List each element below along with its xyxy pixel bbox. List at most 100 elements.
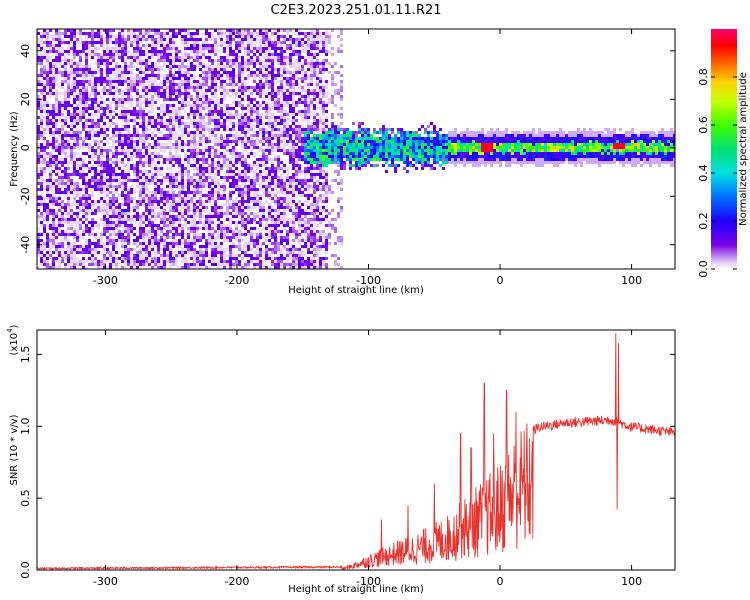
heatmap-cell bbox=[256, 194, 259, 197]
heatmap-cell bbox=[169, 65, 172, 68]
heatmap-cell bbox=[85, 56, 88, 59]
heatmap-cell bbox=[103, 143, 106, 146]
heatmap-cell bbox=[49, 161, 52, 164]
heatmap-cell bbox=[37, 221, 40, 224]
heatmap-cell bbox=[40, 113, 43, 116]
heatmap-cell bbox=[58, 167, 61, 170]
heatmap-cell bbox=[46, 161, 49, 164]
heatmap-cell bbox=[265, 185, 268, 188]
heatmap-cell bbox=[88, 95, 91, 98]
heatmap-cell bbox=[247, 125, 250, 128]
heatmap-cell bbox=[127, 197, 130, 200]
heatmap-cell bbox=[208, 164, 211, 167]
heatmap-cell bbox=[184, 245, 187, 248]
heatmap-cell bbox=[232, 203, 235, 206]
heatmap-cell bbox=[184, 128, 187, 131]
heatmap-cell bbox=[262, 179, 265, 182]
heatmap-cell bbox=[253, 257, 256, 260]
heatmap-cell bbox=[220, 83, 223, 86]
heatmap-cell bbox=[160, 53, 163, 56]
heatmap-cell bbox=[211, 191, 214, 194]
heatmap-cell bbox=[166, 194, 169, 197]
heatmap-cell bbox=[268, 203, 271, 206]
heatmap-cell bbox=[109, 233, 112, 236]
heatmap-cell bbox=[271, 125, 274, 128]
heatmap-cell bbox=[151, 86, 154, 89]
heatmap-cell bbox=[91, 158, 94, 161]
heatmap-cell bbox=[79, 233, 82, 236]
heatmap-cell bbox=[70, 32, 73, 35]
heatmap-cell bbox=[46, 212, 49, 215]
heatmap-cell bbox=[61, 143, 64, 146]
heatmap-cell bbox=[265, 146, 268, 149]
heatmap-cell bbox=[94, 263, 97, 266]
heatmap-cell bbox=[154, 185, 157, 188]
heatmap-cell bbox=[172, 251, 175, 254]
heatmap-cell bbox=[43, 197, 46, 200]
heatmap-cell bbox=[85, 227, 88, 230]
heatmap-cell bbox=[91, 224, 94, 227]
heatmap-cell bbox=[139, 164, 142, 167]
heatmap-cell bbox=[268, 191, 271, 194]
heatmap-cell bbox=[127, 98, 130, 101]
heatmap-cell bbox=[130, 95, 133, 98]
heatmap-cell bbox=[58, 128, 61, 131]
heatmap-cell bbox=[271, 218, 274, 221]
heatmap-cell bbox=[112, 152, 115, 155]
heatmap-cell bbox=[142, 50, 145, 53]
heatmap-cell bbox=[43, 158, 46, 161]
heatmap-cell bbox=[61, 92, 64, 95]
heatmap-cell bbox=[154, 134, 157, 137]
heatmap-cell bbox=[133, 113, 136, 116]
heatmap-cell bbox=[73, 200, 76, 203]
heatmap-cell bbox=[226, 92, 229, 95]
heatmap-cell bbox=[238, 242, 241, 245]
heatmap-cell bbox=[214, 191, 217, 194]
heatmap-cell bbox=[265, 224, 268, 227]
heatmap-cell bbox=[130, 56, 133, 59]
heatmap-cell bbox=[235, 209, 238, 212]
heatmap-cell bbox=[85, 224, 88, 227]
heatmap-cell bbox=[196, 161, 199, 164]
heatmap-cell bbox=[277, 200, 280, 203]
heatmap-cell bbox=[193, 38, 196, 41]
heatmap-cell bbox=[178, 218, 181, 221]
heatmap-cell bbox=[268, 131, 271, 134]
heatmap-cell bbox=[178, 239, 181, 242]
heatmap-cell bbox=[280, 104, 283, 107]
heatmap-cell bbox=[52, 185, 55, 188]
heatmap-cell bbox=[169, 251, 172, 254]
heatmap-cell bbox=[82, 116, 85, 119]
heatmap-cell bbox=[223, 263, 226, 266]
heatmap-cell bbox=[268, 29, 271, 32]
heatmap-cell bbox=[235, 116, 238, 119]
heatmap-cell bbox=[67, 113, 70, 116]
heatmap-cell bbox=[52, 245, 55, 248]
heatmap-cell bbox=[172, 44, 175, 47]
heatmap-cell bbox=[241, 152, 244, 155]
heatmap-cell bbox=[184, 56, 187, 59]
heatmap-cell bbox=[268, 119, 271, 122]
heatmap-cell bbox=[103, 203, 106, 206]
heatmap-cell bbox=[202, 158, 205, 161]
heatmap-cell bbox=[280, 113, 283, 116]
heatmap-cell bbox=[43, 74, 46, 77]
heatmap-cell bbox=[106, 50, 109, 53]
heatmap-cell bbox=[160, 50, 163, 53]
heatmap-cell bbox=[64, 221, 67, 224]
heatmap-cell bbox=[217, 215, 220, 218]
heatmap-cell bbox=[274, 167, 277, 170]
heatmap-cell bbox=[67, 248, 70, 251]
heatmap-cell bbox=[229, 116, 232, 119]
heatmap-cell bbox=[100, 140, 103, 143]
heatmap-cell bbox=[46, 122, 49, 125]
heatmap-cell bbox=[124, 71, 127, 74]
heatmap-cell bbox=[136, 176, 139, 179]
heatmap-cell bbox=[133, 215, 136, 218]
heatmap-cell bbox=[274, 239, 277, 242]
heatmap-cell bbox=[163, 143, 166, 146]
heatmap-cell bbox=[175, 206, 178, 209]
heatmap-cell bbox=[61, 32, 64, 35]
heatmap-cell bbox=[229, 227, 232, 230]
heatmap-cell bbox=[49, 104, 52, 107]
